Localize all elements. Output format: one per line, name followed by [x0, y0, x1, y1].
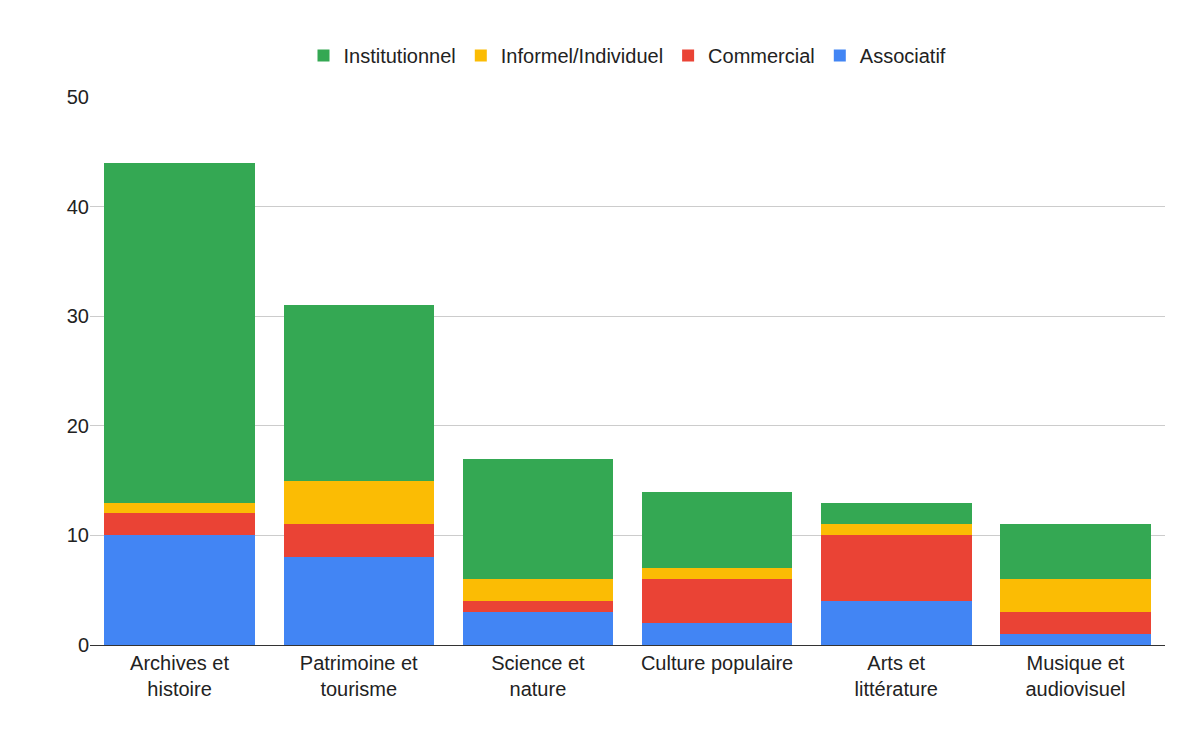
svg-text:Musique etaudiovisuel: Musique etaudiovisuel [1025, 652, 1125, 700]
svg-text:10: 10 [67, 524, 89, 546]
svg-text:30: 30 [67, 305, 89, 327]
svg-text:Culture populaire: Culture populaire [641, 652, 793, 674]
svg-text:20: 20 [67, 415, 89, 437]
svg-text:Arts etlittérature: Arts etlittérature [855, 652, 938, 700]
svg-text:Patrimoine ettourisme: Patrimoine ettourisme [300, 652, 418, 700]
svg-text:50: 50 [67, 86, 89, 108]
svg-text:Associatif: Associatif [860, 45, 946, 67]
svg-text:Science etnature: Science etnature [491, 652, 585, 700]
svg-text:Informel/Individuel: Informel/Individuel [501, 45, 663, 67]
svg-text:Institutionnel: Institutionnel [344, 45, 456, 67]
svg-text:0: 0 [78, 634, 89, 656]
svg-text:Archives ethistoire: Archives ethistoire [130, 652, 229, 700]
svg-text:Commercial: Commercial [708, 45, 815, 67]
svg-text:40: 40 [67, 196, 89, 218]
